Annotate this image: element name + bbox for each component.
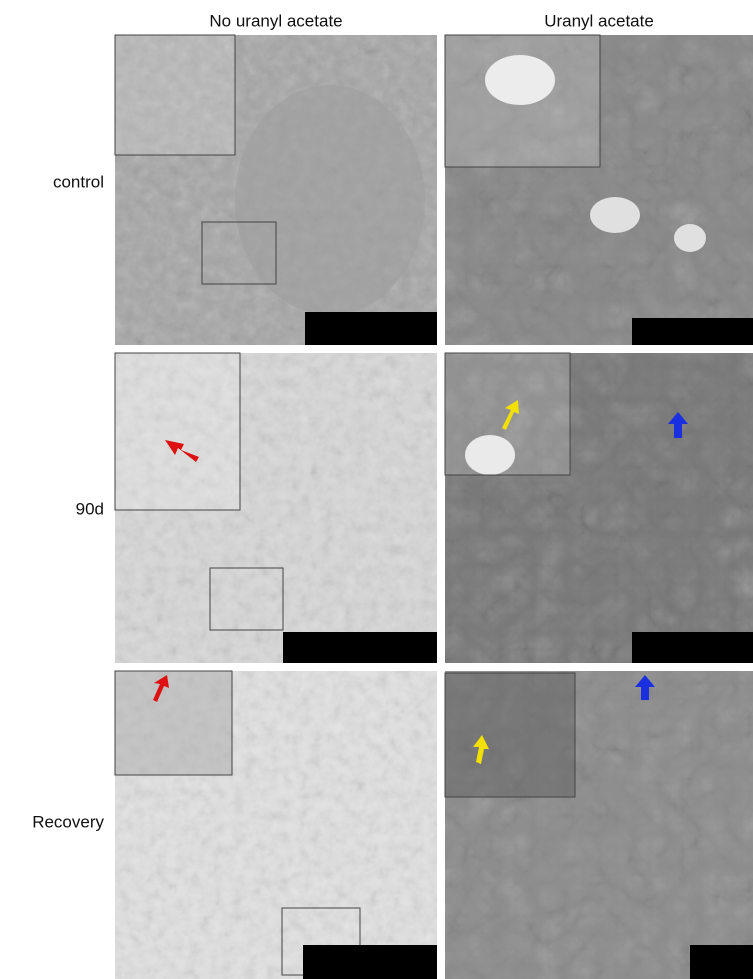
row-label: 90d [76, 499, 104, 518]
yellow-arrow [473, 735, 489, 764]
red-arrow [153, 675, 169, 702]
column-header: Uranyl acetate [544, 11, 654, 30]
blue-arrow [635, 675, 655, 700]
micrograph [114, 34, 437, 345]
blue-arrow [668, 412, 688, 438]
row-label: control [53, 172, 104, 191]
column-header: No uranyl acetate [209, 11, 342, 30]
micrograph [114, 670, 437, 979]
yellow-arrow [502, 400, 519, 430]
micrograph [114, 352, 437, 663]
red-arrow [165, 440, 199, 462]
micrograph [444, 671, 753, 979]
row-label: Recovery [32, 812, 104, 831]
micrograph [444, 352, 753, 663]
micrograph [444, 34, 753, 345]
